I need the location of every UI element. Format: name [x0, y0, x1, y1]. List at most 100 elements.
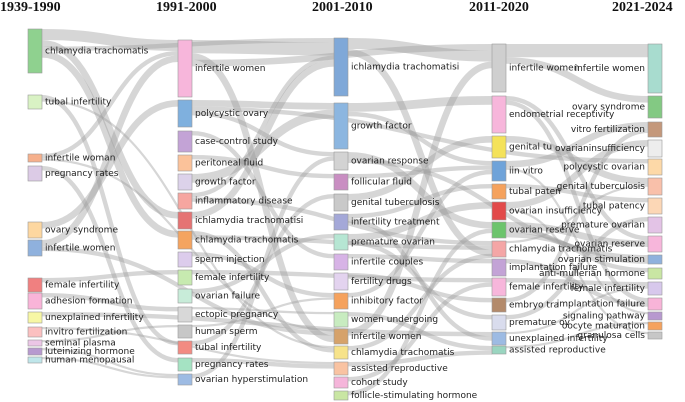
flow-link — [41, 55, 179, 247]
node-label: embryo tra — [509, 301, 559, 311]
keyword-node[interactable] — [491, 160, 507, 182]
keyword-node[interactable] — [491, 135, 507, 159]
keyword-node[interactable] — [177, 173, 193, 191]
keyword-node[interactable] — [333, 213, 349, 231]
keyword-node[interactable] — [333, 193, 349, 212]
keyword-node[interactable] — [333, 233, 349, 251]
keyword-node[interactable] — [491, 240, 507, 258]
flow-link — [41, 100, 179, 229]
keyword-node[interactable] — [177, 373, 193, 386]
keyword-node[interactable] — [333, 390, 349, 401]
keyword-node[interactable] — [333, 345, 349, 360]
keyword-node[interactable] — [27, 165, 43, 182]
keyword-node[interactable] — [647, 235, 663, 253]
keyword-node[interactable] — [647, 158, 663, 176]
flow-link — [347, 136, 493, 201]
keyword-node[interactable] — [491, 297, 507, 313]
keyword-node[interactable] — [491, 345, 507, 355]
keyword-node[interactable] — [333, 311, 349, 328]
keyword-node[interactable] — [177, 211, 193, 230]
keyword-node[interactable] — [647, 254, 663, 265]
flow-link — [191, 156, 335, 379]
keyword-node[interactable] — [333, 376, 349, 389]
keyword-node[interactable] — [333, 292, 349, 310]
keyword-node[interactable] — [647, 297, 663, 311]
keyword-node[interactable] — [491, 258, 507, 277]
flow-link — [505, 322, 649, 349]
keyword-node[interactable] — [333, 37, 349, 97]
keyword-node[interactable] — [177, 230, 193, 250]
node-label: ovary syndrome — [572, 103, 645, 113]
keyword-node[interactable] — [647, 311, 663, 321]
keyword-node[interactable] — [333, 272, 349, 291]
keyword-node[interactable] — [647, 139, 663, 158]
keyword-node[interactable] — [647, 121, 663, 138]
keyword-node[interactable] — [177, 340, 193, 355]
keyword-node[interactable] — [333, 253, 349, 271]
keyword-node[interactable] — [177, 99, 193, 128]
keyword-node[interactable] — [177, 251, 193, 268]
keyword-node[interactable] — [491, 43, 507, 93]
keyword-node[interactable] — [333, 151, 349, 171]
keyword-node[interactable] — [27, 277, 43, 293]
node-label: female infertility — [45, 281, 120, 291]
keyword-node[interactable] — [177, 324, 193, 339]
keyword-node[interactable] — [491, 183, 507, 200]
keyword-node[interactable] — [491, 314, 507, 331]
node-label: chlamydia trachomatis — [45, 47, 149, 57]
keyword-node[interactable] — [27, 311, 43, 324]
keyword-node[interactable] — [333, 361, 349, 376]
keyword-node[interactable] — [27, 94, 43, 110]
flow-link — [41, 357, 179, 379]
flow-link — [505, 96, 649, 241]
keyword-node[interactable] — [333, 173, 349, 191]
flow-link — [347, 228, 493, 396]
keyword-node[interactable] — [27, 339, 43, 347]
keyword-node[interactable] — [491, 221, 507, 239]
keyword-node[interactable] — [491, 331, 507, 346]
keyword-node[interactable] — [647, 43, 663, 94]
keyword-node[interactable] — [177, 39, 193, 98]
keyword-node[interactable] — [177, 269, 193, 286]
keyword-node[interactable] — [647, 197, 663, 215]
keyword-node[interactable] — [647, 95, 663, 119]
keyword-node[interactable] — [177, 306, 193, 323]
keyword-node[interactable] — [27, 153, 43, 163]
keyword-node[interactable] — [647, 177, 663, 196]
keyword-node[interactable] — [491, 95, 507, 134]
keyword-node[interactable] — [27, 221, 43, 239]
keyword-node[interactable] — [27, 356, 43, 364]
keyword-node[interactable] — [333, 328, 349, 345]
keyword-node[interactable] — [27, 292, 43, 310]
node-label: infertile women — [45, 244, 115, 254]
keyword-node[interactable] — [27, 326, 43, 338]
keyword-node[interactable] — [647, 321, 663, 331]
keyword-node[interactable] — [177, 130, 193, 153]
keyword-node[interactable] — [27, 28, 43, 74]
keyword-nodes: chlamydia trachomatis tubal infertility in… — [27, 28, 663, 401]
keyword-node[interactable] — [647, 331, 663, 340]
node-label: ovarian hyperstimulation — [195, 375, 308, 385]
flow-link — [191, 53, 335, 343]
flow-link — [505, 140, 649, 209]
keyword-node[interactable] — [491, 277, 507, 297]
keyword-node[interactable] — [491, 201, 507, 221]
flow-link — [41, 166, 179, 363]
keyword-node[interactable] — [27, 239, 43, 257]
flow-link — [505, 184, 649, 244]
keyword-node[interactable] — [647, 281, 663, 296]
keyword-node[interactable] — [177, 192, 193, 210]
keyword-node[interactable] — [177, 357, 193, 372]
flow-link — [191, 234, 335, 294]
keyword-node[interactable] — [333, 102, 349, 150]
node-label: infertile women — [509, 64, 579, 74]
node-label: invitro fertilization — [45, 328, 127, 338]
node-label: anti-mullerian hormone — [539, 269, 646, 279]
keyword-node[interactable] — [177, 288, 193, 304]
flow-link — [505, 57, 649, 103]
keyword-node[interactable] — [647, 216, 663, 234]
node-label: peritoneal fluid — [195, 159, 263, 169]
keyword-node[interactable] — [27, 347, 43, 356]
keyword-node[interactable] — [647, 267, 663, 280]
keyword-node[interactable] — [177, 154, 193, 172]
